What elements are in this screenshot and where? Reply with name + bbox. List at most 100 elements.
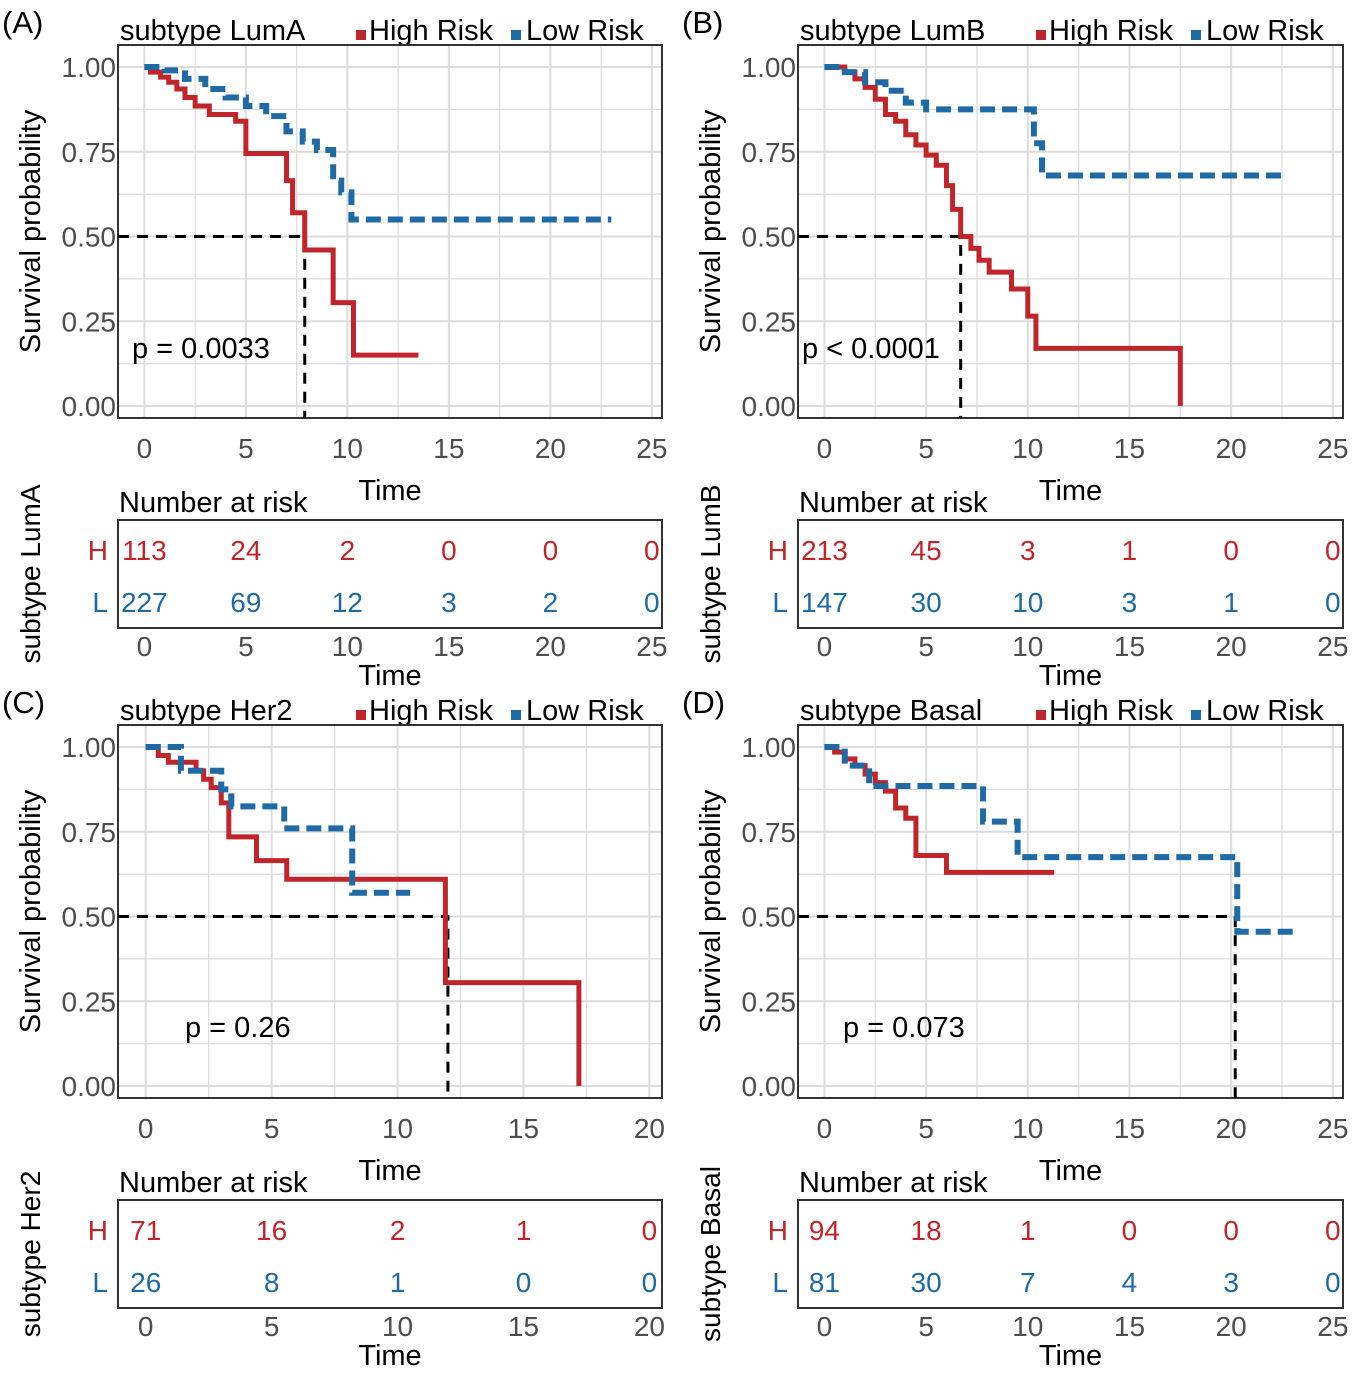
risk-x-tick-label: 20 [535, 631, 566, 662]
risk-count: 1 [1020, 1215, 1036, 1246]
risk-count: 24 [230, 535, 261, 566]
risk-count: 16 [256, 1215, 287, 1246]
risk-x-tick-label: 25 [636, 631, 667, 662]
risk-count: 227 [121, 587, 168, 618]
risk-row-label-low: L [772, 1267, 788, 1298]
x-tick-label: 20 [1216, 1113, 1247, 1144]
risk-count: 4 [1122, 1267, 1138, 1298]
risk-table-ylabel: subtype LumB [695, 485, 726, 664]
x-tick-label: 15 [508, 1113, 539, 1144]
y-tick-label: 0.75 [62, 817, 117, 848]
y-axis-title: Survival probability [695, 109, 727, 353]
legend-high-swatch [1036, 30, 1046, 40]
x-tick-label: 5 [918, 433, 934, 464]
risk-count: 0 [1325, 1267, 1341, 1298]
risk-x-axis-title: Time [358, 1340, 421, 1372]
plot-title: subtype Her2 [120, 695, 293, 727]
p-value: p = 0.073 [843, 1012, 965, 1044]
legend: High Risk Low Risk [1036, 15, 1324, 47]
risk-table-ylabel: subtype Basal [695, 1166, 726, 1342]
panel-label: (C) [2, 685, 45, 720]
median-line [118, 235, 307, 418]
risk-count: 8 [264, 1267, 280, 1298]
risk-x-tick-label: 10 [1012, 631, 1043, 662]
risk-x-tick-label: 10 [332, 631, 363, 662]
y-tick-label: 1.00 [742, 52, 797, 83]
risk-x-tick-label: 15 [433, 631, 464, 662]
p-value: p = 0.26 [185, 1012, 291, 1044]
risk-x-tick-label: 20 [1216, 631, 1247, 662]
legend-high-label: High Risk [369, 15, 494, 47]
x-tick-label: 0 [138, 1113, 154, 1144]
risk-row-label-low: L [92, 1267, 108, 1298]
risk-count: 7 [1020, 1267, 1036, 1298]
plot-frame [117, 44, 663, 419]
risk-x-tick-label: 0 [137, 631, 153, 662]
risk-x-tick-label: 5 [264, 1311, 280, 1342]
curve-high-risk [144, 64, 419, 358]
x-tick-label: 20 [1216, 433, 1247, 464]
risk-x-tick-label: 15 [1114, 631, 1145, 662]
curve-low-risk [144, 64, 612, 223]
risk-row-label-high: H [88, 1215, 108, 1246]
risk-count: 113 [122, 535, 167, 566]
risk-x-tick-label: 25 [1317, 631, 1348, 662]
x-tick-label: 10 [1012, 1113, 1043, 1144]
risk-x-tick-label: 0 [138, 1311, 154, 1342]
risk-count: 0 [1223, 1215, 1239, 1246]
plot-title: subtype LumA [120, 15, 306, 47]
risk-x-tick-label: 20 [1216, 1311, 1247, 1342]
risk-count: 0 [1325, 535, 1341, 566]
risk-count: 2 [543, 587, 559, 618]
risk-x-axis-title: Time [1039, 660, 1102, 692]
x-axis-title: Time [1039, 1155, 1102, 1187]
y-tick-label: 0.50 [62, 222, 117, 253]
risk-table-ylabel: subtype Her2 [15, 1171, 46, 1338]
curve-low-risk [145, 744, 411, 896]
plot-frame [797, 44, 1344, 419]
legend-high-swatch [356, 30, 366, 40]
risk-row-label-high: H [88, 535, 108, 566]
risk-count: 30 [911, 1267, 942, 1298]
panel-label: (B) [682, 5, 723, 40]
risk-count: 45 [911, 535, 942, 566]
x-axis-title: Time [1039, 475, 1102, 507]
gridlines [118, 725, 662, 1098]
legend-high-label: High Risk [1049, 695, 1174, 727]
risk-table-title: Number at risk [119, 1167, 308, 1199]
curve-low-risk [824, 744, 1297, 935]
legend: High Risk Low Risk [356, 695, 644, 727]
plot-title: subtype LumB [800, 15, 985, 47]
curve-low-risk [824, 64, 1282, 179]
risk-count: 0 [516, 1267, 532, 1298]
risk-table-title: Number at risk [799, 487, 988, 519]
risk-count: 71 [130, 1215, 161, 1246]
panel-1: (A) subtype LumA High Risk Low Risk 0.00 0.25… [2, 5, 667, 692]
risk-x-tick-label: 15 [508, 1311, 539, 1342]
gridlines [118, 45, 662, 418]
legend-high-label: High Risk [1049, 15, 1174, 47]
y-tick-label: 0.25 [62, 986, 117, 1017]
risk-row-label-high: H [768, 1215, 788, 1246]
plot-title: subtype Basal [800, 695, 982, 727]
x-tick-label: 20 [634, 1113, 665, 1144]
risk-table-title: Number at risk [119, 487, 308, 519]
risk-count: 3 [1223, 1267, 1239, 1298]
median-line [798, 235, 963, 418]
risk-count: 1 [1122, 535, 1138, 566]
legend-high-swatch [356, 710, 366, 720]
x-tick-label: 0 [817, 433, 833, 464]
legend-low-label: Low Risk [1206, 695, 1324, 727]
x-tick-label: 10 [332, 433, 363, 464]
gridlines [798, 45, 1343, 418]
plot-frame [797, 724, 1344, 1099]
risk-row-label-low: L [772, 587, 788, 618]
y-tick-label: 0.00 [62, 1071, 117, 1102]
y-tick-label: 1.00 [742, 732, 797, 763]
y-tick-label: 0.75 [742, 817, 797, 848]
risk-count: 0 [1122, 1215, 1138, 1246]
risk-count: 0 [1325, 1215, 1341, 1246]
panel-label: (D) [682, 685, 725, 720]
gridlines [798, 725, 1343, 1098]
risk-x-axis-title: Time [358, 660, 421, 692]
